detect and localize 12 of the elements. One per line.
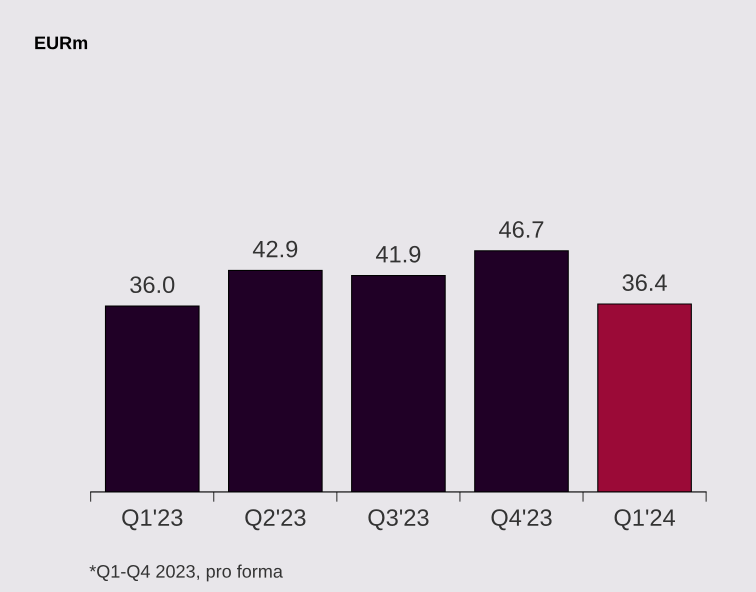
data-label: 36.4 bbox=[622, 274, 667, 291]
chart-title: EURm bbox=[35, 36, 88, 50]
x-tick-label: Q1'24 bbox=[614, 509, 676, 530]
data-label: 36.0 bbox=[130, 276, 174, 294]
x-tick-label: Q3'23 bbox=[368, 509, 429, 530]
x-tick-label: Q2'23 bbox=[245, 509, 306, 530]
data-label: 46.7 bbox=[499, 221, 544, 238]
text: *Q1-Q4 2023, pro forma bbox=[90, 564, 283, 582]
data-label: 42.9 bbox=[252, 240, 298, 258]
x-tick-label: Q1'23 bbox=[122, 509, 182, 530]
x-tick-label: Q4'23 bbox=[491, 509, 552, 530]
data-label: 41.9 bbox=[376, 246, 420, 263]
